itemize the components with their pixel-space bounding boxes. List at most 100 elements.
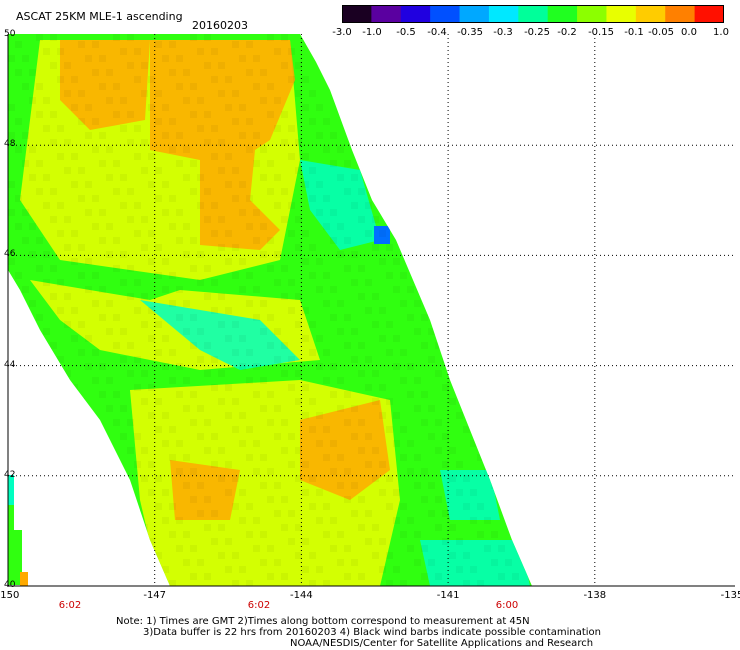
pixel-texture: [260, 531, 267, 538]
pixel-texture: [85, 489, 92, 496]
pixel-texture: [239, 489, 246, 496]
pixel-texture: [190, 34, 197, 41]
pixel-texture: [92, 272, 99, 279]
pixel-texture: [330, 440, 337, 447]
pixel-texture: [365, 384, 372, 391]
pixel-texture: [50, 216, 57, 223]
pixel-texture: [484, 545, 491, 552]
pixel-texture: [260, 482, 267, 489]
swath-region: [150, 40, 295, 250]
pixel-texture: [302, 489, 309, 496]
pixel-texture: [211, 538, 218, 545]
pixel-texture: [435, 370, 442, 377]
pixel-texture: [491, 223, 498, 230]
pixel-texture: [85, 132, 92, 139]
pixel-texture: [470, 55, 477, 62]
pixel-texture: [260, 223, 267, 230]
pixel-texture: [449, 62, 456, 69]
pixel-texture: [449, 524, 456, 531]
pixel-texture: [288, 279, 295, 286]
pixel-texture: [330, 314, 337, 321]
pixel-texture: [309, 195, 316, 202]
pixel-texture: [225, 258, 232, 265]
pixel-texture: [113, 237, 120, 244]
pixel-texture: [71, 181, 78, 188]
pixel-texture: [253, 314, 260, 321]
pixel-texture: [477, 426, 484, 433]
pixel-texture: [344, 188, 351, 195]
pixel-texture: [288, 76, 295, 83]
pixel-texture: [428, 433, 435, 440]
pixel-texture: [246, 69, 253, 76]
pixel-texture: [57, 279, 64, 286]
pixel-texture: [330, 160, 337, 167]
pixel-texture: [379, 230, 386, 237]
pixel-texture: [29, 531, 36, 538]
pixel-texture: [176, 209, 183, 216]
pixel-texture: [197, 125, 204, 132]
pixel-texture: [365, 48, 372, 55]
longitude-label: -138: [583, 590, 607, 601]
pixel-texture: [134, 230, 141, 237]
pixel-texture: [519, 510, 526, 517]
pixel-texture: [120, 328, 127, 335]
pixel-texture: [512, 496, 519, 503]
pixel-texture: [225, 412, 232, 419]
pixel-texture: [22, 363, 29, 370]
pixel-texture: [358, 370, 365, 377]
pixel-texture: [169, 223, 176, 230]
pixel-texture: [498, 83, 505, 90]
pixel-texture: [309, 272, 316, 279]
pixel-texture: [239, 104, 246, 111]
pixel-texture: [281, 62, 288, 69]
pixel-texture: [106, 482, 113, 489]
pixel-texture: [22, 391, 29, 398]
pixel-texture: [358, 342, 365, 349]
pixel-texture: [421, 419, 428, 426]
pixel-texture: [463, 398, 470, 405]
pixel-texture: [505, 174, 512, 181]
pixel-texture: [50, 265, 57, 272]
pixel-texture: [372, 216, 379, 223]
pixel-texture: [463, 475, 470, 482]
pixel-texture: [526, 167, 532, 174]
pixel-texture: [337, 97, 344, 104]
pixel-texture: [281, 265, 288, 272]
pixel-texture: [358, 111, 365, 118]
pixel-texture: [8, 132, 15, 139]
pixel-texture: [225, 489, 232, 496]
pixel-texture: [463, 90, 470, 97]
pixel-texture: [211, 307, 218, 314]
pixel-texture: [183, 482, 190, 489]
pixel-texture: [218, 524, 225, 531]
pixel-texture: [379, 104, 386, 111]
pixel-texture: [253, 440, 260, 447]
pixel-texture: [127, 573, 134, 580]
pixel-texture: [127, 111, 134, 118]
pixel-texture: [71, 566, 78, 573]
pixel-texture: [29, 300, 36, 307]
pixel-texture: [155, 426, 162, 433]
pixel-texture: [421, 237, 428, 244]
colorbar-segment: [577, 5, 607, 23]
pixel-texture: [260, 251, 267, 258]
pixel-texture: [337, 69, 344, 76]
pixel-texture: [505, 559, 512, 566]
pixel-texture: [309, 167, 316, 174]
pixel-texture: [414, 531, 421, 538]
pixel-texture: [239, 566, 246, 573]
pixel-texture: [491, 559, 498, 566]
pixel-texture: [71, 538, 78, 545]
pixel-texture: [246, 300, 253, 307]
pixel-texture: [400, 377, 407, 384]
pixel-texture: [211, 202, 218, 209]
swath-fragment: [20, 572, 28, 586]
colorbar-label: -0.2: [557, 27, 577, 38]
pixel-texture: [344, 34, 351, 41]
pixel-texture: [484, 440, 491, 447]
swath-region: [440, 470, 500, 520]
pixel-texture: [253, 83, 260, 90]
pixel-texture: [484, 391, 491, 398]
pixel-texture: [526, 475, 532, 482]
pixel-texture: [92, 69, 99, 76]
